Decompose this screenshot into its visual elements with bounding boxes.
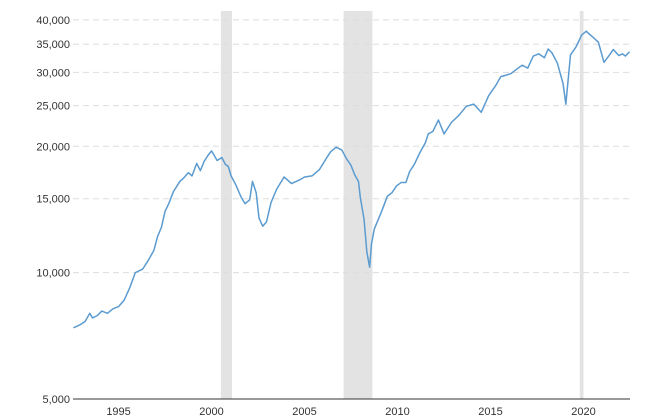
y-tick-label: 20,000 (36, 141, 70, 153)
y-tick-label: 30,000 (36, 67, 70, 79)
x-tick-label: 2005 (292, 406, 316, 418)
y-tick-label: 15,000 (36, 194, 70, 206)
y-tick-label: 40,000 (36, 15, 70, 27)
x-tick-label: 2010 (385, 406, 409, 418)
series-group (73, 30, 630, 329)
series-line-1 (73, 30, 630, 329)
recession-band-1 (220, 11, 233, 399)
x-tick-label: 1995 (106, 406, 130, 418)
y-tick-label: 35,000 (36, 39, 70, 51)
y-tick-label: 5,000 (42, 394, 70, 406)
y-tick-label: 10,000 (36, 268, 70, 280)
gridlines-group (73, 19, 630, 274)
x-tick-label: 2015 (478, 406, 502, 418)
recession-band-3 (579, 11, 584, 399)
y-tick-label: 25,000 (36, 101, 70, 113)
recession-shading-group (220, 11, 584, 399)
x-tick-label: 2020 (571, 406, 595, 418)
tick-labels-group: 5,000 10,000 15,000 20,000 25,000 30,000 35,00… (36, 15, 595, 418)
recession-band-2 (343, 11, 373, 399)
x-tick-label: 2000 (199, 406, 223, 418)
